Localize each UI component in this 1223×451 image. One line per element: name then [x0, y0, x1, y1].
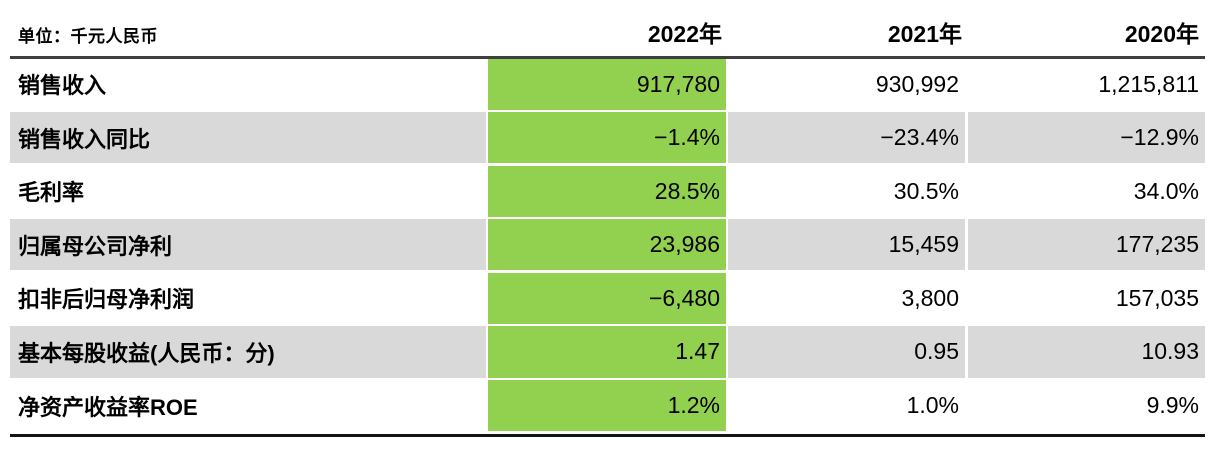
table-row-gross-margin: 毛利率 28.5% 30.5% 34.0%: [10, 165, 1205, 217]
value-2020: 9.9%: [1146, 392, 1199, 419]
row-label: 毛利率: [18, 180, 85, 206]
table-row-net-profit-parent: 归属母公司净利 23,986 15,459 177,235: [10, 219, 1205, 271]
table-row-sales-revenue: 销售收入 917,780 930,992 1,215,811: [10, 58, 1205, 110]
value-2020: 177,235: [968, 219, 1205, 271]
value-2022: 1.47: [488, 326, 726, 378]
value-2022: 23,986: [488, 219, 726, 271]
row-label: 归属母公司净利: [10, 219, 486, 271]
value-2022: 28.5%: [488, 165, 726, 217]
value-2021: 30.5%: [893, 177, 959, 204]
col-header-2022: 2022年: [647, 21, 722, 47]
value-2020: 1,215,811: [1098, 70, 1199, 97]
value-2020: 157,035: [1115, 284, 1199, 311]
row-label: 销售收入: [18, 73, 107, 99]
value-2020: −12.9%: [968, 112, 1205, 164]
header-divider: [10, 56, 1205, 59]
value-2021: 930,992: [875, 70, 959, 97]
table-row-net-profit-deducted: 扣非后归母净利润 −6,480 3,800 157,035: [10, 272, 1205, 324]
table-bottom-border: [10, 433, 1205, 437]
unit-label: 单位：千元人民币: [18, 27, 158, 46]
table-row-sales-revenue-yoy: 销售收入同比 −1.4% −23.4% −12.9%: [10, 112, 1205, 164]
value-2022: −1.4%: [488, 112, 726, 164]
value-2020: 10.93: [968, 326, 1205, 378]
table-row-roe: 净资产收益率ROE 1.2% 1.0% 9.9%: [10, 379, 1205, 432]
row-label: 扣非后归母净利润: [18, 287, 195, 313]
row-label: 基本每股收益(人民币：分): [10, 326, 486, 378]
row-label: 销售收入同比: [10, 112, 486, 164]
table-row-basic-eps: 基本每股收益(人民币：分) 1.47 0.95 10.93: [10, 326, 1205, 378]
col-header-2020: 2020年: [1124, 21, 1199, 47]
value-2022: −6,480: [488, 272, 726, 324]
value-2022: 917,780: [488, 58, 726, 110]
value-2021: 3,800: [901, 284, 959, 311]
financial-summary-table: 单位：千元人民币 2022年 2021年 2020年 销售收入 917,780 …: [10, 0, 1205, 437]
col-header-2021: 2021年: [887, 21, 962, 47]
value-2021: −23.4%: [728, 112, 965, 164]
value-2021: 15,459: [728, 219, 965, 271]
value-2022: 1.2%: [488, 379, 726, 432]
value-2020: 34.0%: [1133, 177, 1199, 204]
table-header: 单位：千元人民币 2022年 2021年 2020年: [10, 0, 1205, 56]
value-2021: 0.95: [728, 326, 965, 378]
row-label: 净资产收益率ROE: [18, 394, 198, 420]
value-2021: 1.0%: [906, 392, 959, 419]
